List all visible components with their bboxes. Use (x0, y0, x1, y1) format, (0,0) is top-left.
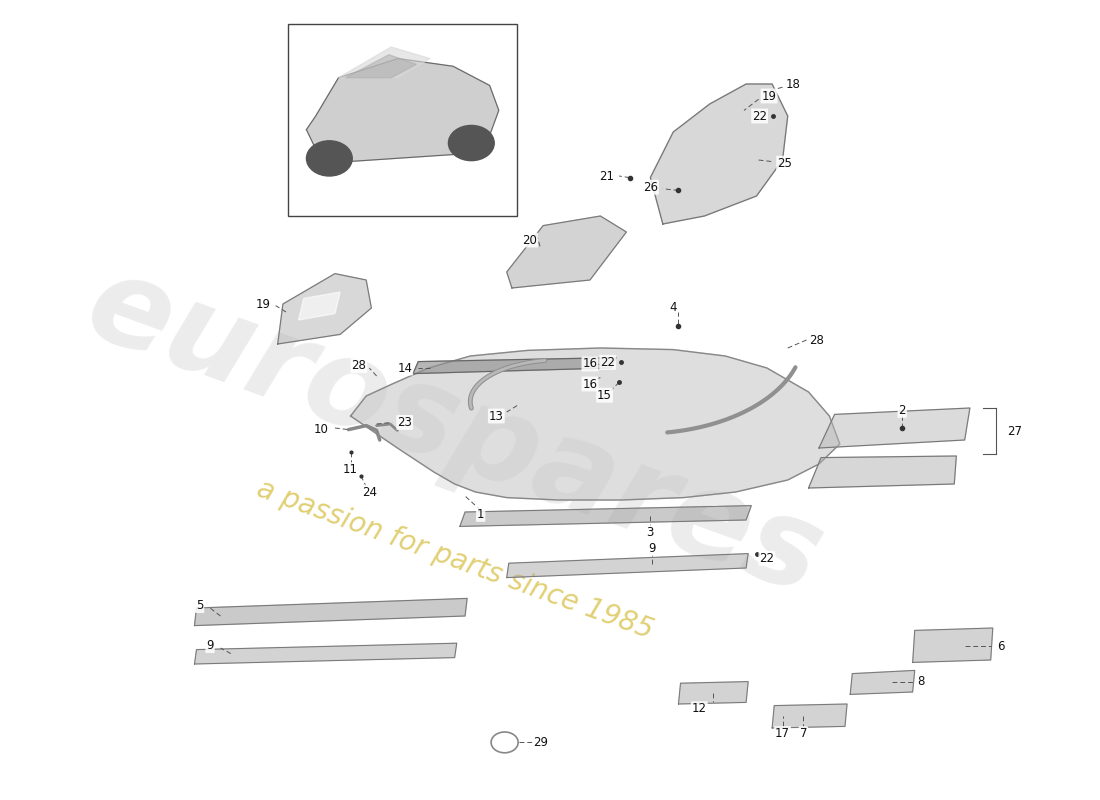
Text: 11: 11 (343, 463, 359, 476)
Text: eurospares: eurospares (72, 245, 838, 619)
Text: 25: 25 (778, 157, 792, 170)
Polygon shape (460, 506, 751, 526)
Polygon shape (298, 292, 340, 320)
Text: 9: 9 (207, 639, 213, 652)
Circle shape (449, 126, 494, 161)
Text: 22: 22 (752, 110, 767, 122)
Text: 7: 7 (800, 727, 807, 740)
Text: 3: 3 (647, 526, 654, 538)
Bar (288, 24, 517, 216)
Text: 17: 17 (776, 727, 790, 740)
Circle shape (307, 141, 352, 176)
Polygon shape (650, 84, 788, 224)
Polygon shape (345, 54, 417, 78)
Text: 24: 24 (362, 486, 377, 498)
Text: 26: 26 (642, 181, 658, 194)
Polygon shape (850, 670, 915, 694)
Polygon shape (913, 628, 993, 662)
Text: 6: 6 (998, 640, 1005, 653)
Text: 19: 19 (255, 298, 271, 310)
Polygon shape (507, 216, 626, 288)
Text: 13: 13 (488, 410, 504, 422)
Polygon shape (195, 643, 456, 664)
Polygon shape (351, 348, 839, 500)
Text: 22: 22 (601, 356, 615, 369)
Polygon shape (195, 598, 468, 626)
Text: 5: 5 (196, 599, 204, 612)
Text: 19: 19 (761, 90, 777, 102)
Text: 16: 16 (583, 378, 597, 390)
Polygon shape (307, 58, 498, 162)
Text: 18: 18 (785, 78, 801, 90)
Text: 15: 15 (597, 389, 612, 402)
Text: 12: 12 (692, 702, 707, 715)
Polygon shape (820, 408, 970, 448)
Text: 16: 16 (583, 358, 597, 370)
Polygon shape (808, 456, 956, 488)
Polygon shape (277, 274, 372, 344)
Polygon shape (679, 682, 748, 704)
Text: 23: 23 (397, 416, 412, 429)
Text: a passion for parts since 1985: a passion for parts since 1985 (253, 475, 657, 645)
Text: 21: 21 (600, 170, 614, 182)
Text: 29: 29 (534, 736, 549, 749)
Text: 4: 4 (670, 301, 676, 314)
Polygon shape (772, 704, 847, 728)
Polygon shape (507, 554, 748, 578)
Text: 28: 28 (810, 334, 824, 346)
Text: 8: 8 (917, 675, 925, 688)
Polygon shape (339, 47, 430, 78)
Text: 1: 1 (477, 508, 484, 521)
Text: 2: 2 (899, 404, 906, 417)
Polygon shape (412, 358, 616, 374)
Text: 9: 9 (649, 542, 657, 555)
Text: 14: 14 (397, 362, 412, 374)
Text: 22: 22 (759, 552, 774, 565)
Text: 28: 28 (352, 359, 366, 372)
Text: 20: 20 (522, 234, 537, 246)
Text: 27: 27 (1008, 425, 1022, 438)
Text: 10: 10 (314, 423, 329, 436)
